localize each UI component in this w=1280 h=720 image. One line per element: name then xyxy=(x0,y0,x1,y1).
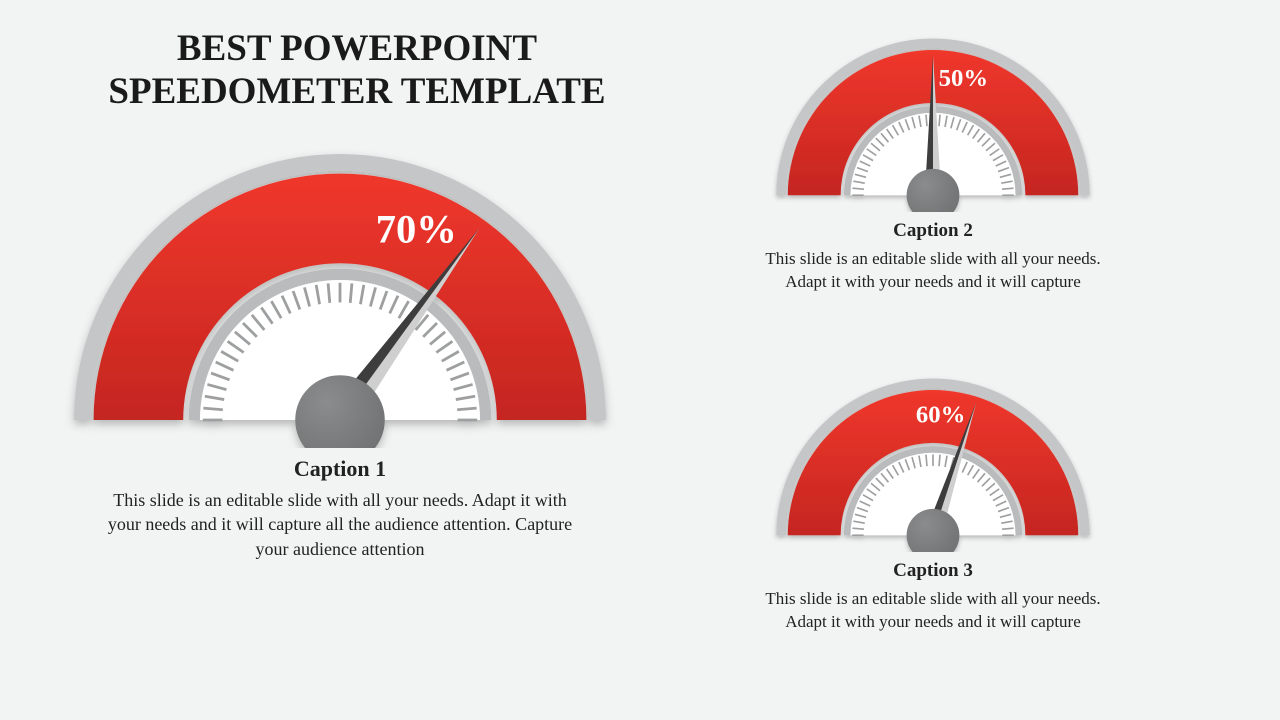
gauge-block-2: 50% Caption 2 This slide is an editable … xyxy=(768,30,1098,294)
gauge-caption: Caption 3 xyxy=(893,560,973,582)
gauge-block-3: 60% Caption 3 This slide is an editable … xyxy=(768,370,1098,634)
gauge-pct-label: 50% xyxy=(939,65,989,92)
gauge-description: This slide is an editable slide with all… xyxy=(753,248,1113,294)
gauge-pct-label: 60% xyxy=(916,401,966,428)
gauge-g2: 50% xyxy=(768,30,1098,212)
gauge-g1: 70% xyxy=(60,140,620,448)
gauge-pct-label: 70% xyxy=(376,206,457,251)
title-line-1: BEST POWERPOINT xyxy=(177,28,537,69)
gauge-block-1: 70% Caption 1 This slide is an editable … xyxy=(60,140,620,561)
gauge-caption: Caption 1 xyxy=(294,456,386,482)
gauge-description: This slide is an editable slide with all… xyxy=(753,588,1113,634)
gauge-g3: 60% xyxy=(768,370,1098,552)
gauge-caption: Caption 2 xyxy=(893,220,973,242)
slide-title: BEST POWERPOINT SPEEDOMETER TEMPLATE xyxy=(72,28,642,113)
gauge-description: This slide is an editable slide with all… xyxy=(95,488,585,561)
title-line-2: SPEEDOMETER TEMPLATE xyxy=(108,71,605,112)
